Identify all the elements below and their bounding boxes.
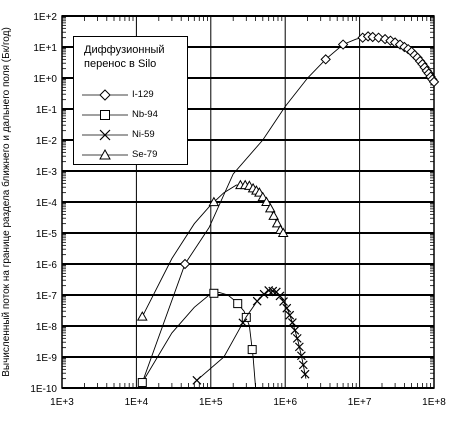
diamond-marker-icon [99,89,111,101]
x-tick-label: 1E+3 [50,397,74,408]
series-nb94-marker [247,345,257,355]
series-ni59-marker [279,297,288,306]
y-tick-label: 1E+1 [33,43,57,54]
y-tick-label: 1E-6 [36,260,58,271]
y-axis-title: Вычисленный поток на границе раздела бли… [0,27,12,377]
series-ni59-marker [259,289,269,299]
series-se79-marker [136,311,148,321]
series-se79-marker [277,227,289,237]
series-i129-marker [337,39,349,50]
series-i129-marker [428,76,440,88]
series-nb94-marker [233,299,243,309]
series-se79-marker [264,202,276,213]
legend-line-se79 [82,148,128,160]
legend-line-i129 [82,89,128,101]
series-se79-marker [268,210,280,220]
legend-label-i129: I-129 [132,89,154,100]
x-tick-label: 1E+6 [273,397,297,408]
x-tick-label: 1E+5 [199,397,223,408]
series-ni59-marker [285,310,295,320]
x-marker-icon [99,129,111,141]
series-ni59-marker [290,325,300,335]
y-tick-label: 1E-3 [36,167,58,178]
x-tick-label: 1E+4 [125,397,149,408]
series-i129-marker [320,54,331,65]
series-ni59-marker [192,375,202,385]
y-tick-label: 1E+2 [33,12,57,23]
y-tick-label: 1E-2 [36,136,58,147]
series-ni59-marker [294,342,304,352]
x-tick-label: 1E+8 [422,397,446,408]
legend-label-nb94: Nb-94 [132,109,158,120]
series-nb94-marker [209,288,219,298]
series-ni59-marker [238,318,248,328]
legend-label-ni59: Ni-59 [132,129,155,140]
y-tick-label: 1E+0 [33,74,57,85]
series-ni59-marker [300,369,310,379]
series-se79-marker [257,191,269,202]
y-tick-label: 1E-4 [36,198,58,209]
legend-label-se79: Se-79 [132,149,158,160]
series-se79-marker [271,217,283,228]
legend-line-nb94 [82,110,128,120]
legend-item-nb94: Nb-94 [74,107,187,123]
legend: Диффузионный перенос в Silo I-129 Nb-94 … [73,36,188,165]
plot-frame [61,15,435,389]
series-se79-marker [208,196,220,207]
legend-item-i129: I-129 [74,87,187,103]
legend-item-se79: Se-79 [74,147,187,163]
triangle-marker-icon [99,148,111,160]
series-ni59-marker [282,303,292,313]
series-se79-marker [261,196,272,207]
series-ni59-marker [275,291,285,301]
series-i129-marker [179,258,191,270]
series-ni59-marker [252,296,262,306]
square-marker-icon [100,110,110,120]
legend-title-line-2: перенос в Silo [84,58,157,70]
series-ni59-marker [287,318,297,327]
y-tick-label: 1E-9 [36,353,58,364]
legend-title: Диффузионный перенос в Silo [84,43,165,71]
y-tick-label: 1E-10 [30,384,57,395]
legend-line-ni59 [82,129,128,141]
series-ni59-marker [292,333,302,343]
series-ni59-marker [298,360,308,370]
y-tick-label: 1E-8 [36,322,58,333]
series-nb94-marker [137,378,147,388]
y-tick-label: 1E-1 [36,105,58,116]
legend-item-ni59: Ni-59 [74,127,187,143]
y-tick-label: 1E-5 [36,229,58,240]
series-ni59-marker [296,351,306,361]
x-tick-label: 1E+7 [348,397,372,408]
y-tick-label: 1E-7 [36,291,58,302]
legend-title-line-1: Диффузионный [84,44,165,56]
series-nb94-line [141,292,257,389]
